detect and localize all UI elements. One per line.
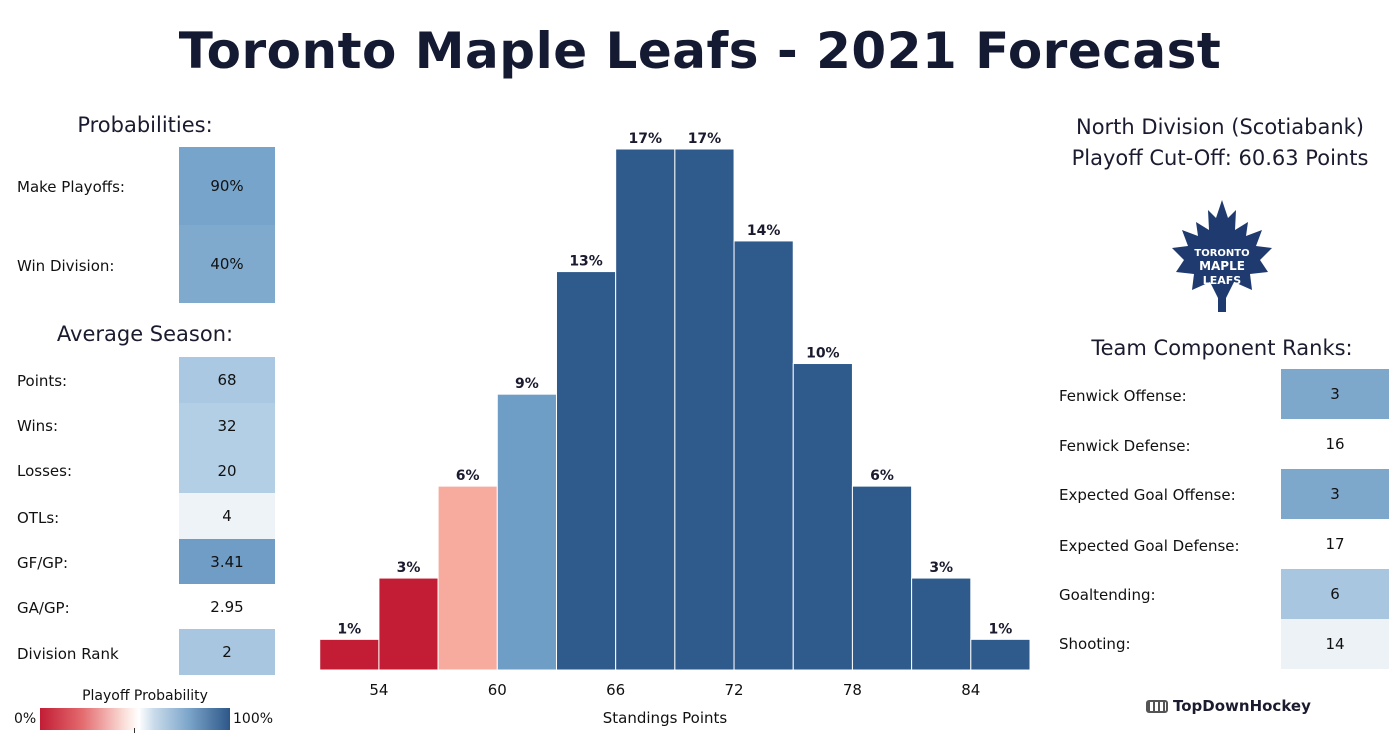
division-info: North Division (Scotiabank) Playoff Cut-…	[1045, 112, 1395, 174]
histogram-bar	[378, 577, 439, 671]
make-playoffs-label: Make Playoffs:	[17, 178, 125, 196]
histogram-bar	[792, 363, 853, 671]
wins-label: Wins:	[17, 417, 59, 435]
histogram-bar	[851, 485, 913, 671]
x-tick-label: 60	[488, 681, 507, 699]
bar-value-label: 1%	[989, 621, 1013, 637]
histogram-bar	[319, 638, 380, 671]
bar-value-label: 6%	[456, 468, 480, 484]
xg-defense-label: Expected Goal Defense:	[1059, 537, 1240, 555]
gf-gp-label: GF/GP:	[17, 554, 69, 572]
fenwick-offense-value: 3	[1281, 369, 1389, 419]
shooting-label: Shooting:	[1059, 635, 1131, 653]
average-season-heading: Average Season:	[56, 322, 234, 346]
division-name: North Division (Scotiabank)	[1075, 115, 1364, 139]
gf-gp-value: 3.41	[179, 539, 275, 584]
logo-text-toronto: TORONTO	[1194, 248, 1249, 259]
goaltending-value: 6	[1281, 569, 1389, 619]
xg-offense-value: 3	[1281, 469, 1389, 519]
histogram-bar	[496, 393, 557, 671]
ga-gp-label: GA/GP:	[17, 599, 70, 617]
ga-gp-value: 2.95	[179, 584, 275, 629]
points-label: Points:	[17, 372, 68, 390]
win-division-label: Win Division:	[17, 257, 115, 275]
bar-value-label: 3%	[397, 560, 421, 576]
x-tick-label: 54	[369, 681, 388, 699]
losses-label: Losses:	[17, 462, 72, 480]
bar-value-label: 17%	[688, 131, 722, 147]
page-title: Toronto Maple Leafs - 2021 Forecast	[178, 22, 1222, 80]
bar-value-label: 17%	[629, 131, 663, 147]
x-tick-label: 66	[606, 681, 625, 699]
histogram-bar	[733, 240, 794, 671]
bar-value-label: 10%	[806, 346, 840, 362]
probabilities-heading: Probabilities:	[77, 113, 213, 137]
division-rank-value: 2	[179, 629, 275, 675]
histogram-bar	[555, 271, 617, 671]
x-tick-label: 84	[961, 681, 980, 699]
brand: TopDownHockey	[1146, 697, 1311, 715]
histogram-bar	[615, 148, 676, 671]
otls-value: 4	[179, 493, 275, 539]
xg-offense-label: Expected Goal Offense:	[1059, 486, 1236, 504]
legend-midpoint-tick	[134, 728, 135, 733]
make-playoffs-value: 90%	[179, 147, 275, 225]
xg-defense-value: 17	[1281, 519, 1389, 569]
x-axis-label: Standings Points	[603, 709, 728, 727]
histogram-bar	[911, 577, 972, 671]
otls-label: OTLs:	[17, 509, 60, 527]
fenwick-defense-value: 16	[1281, 419, 1389, 469]
maple-leaf-icon: TORONTO MAPLE LEAFS	[1172, 200, 1272, 312]
team-ranks-heading: Team Component Ranks:	[1091, 336, 1353, 360]
brand-name: TopDownHockey	[1173, 697, 1311, 715]
legend-max-label: 100%	[233, 711, 274, 727]
histogram-bar	[437, 485, 498, 671]
bar-value-label: 13%	[569, 254, 603, 270]
division-rank-label: Division Rank	[17, 645, 119, 663]
goaltending-label: Goaltending:	[1059, 586, 1156, 604]
logo-text-maple: MAPLE	[1199, 259, 1245, 273]
playoff-cutoff: Playoff Cut-Off: 60.63 Points	[1071, 146, 1369, 170]
fenwick-defense-label: Fenwick Defense:	[1059, 437, 1191, 455]
bar-value-label: 1%	[337, 621, 361, 637]
logo-text-leafs: LEAFS	[1203, 274, 1242, 287]
legend-title: Playoff Probability	[82, 688, 208, 704]
shooting-value: 14	[1281, 619, 1389, 669]
bar-value-label: 3%	[929, 560, 953, 576]
bar-value-label: 14%	[747, 223, 781, 239]
x-tick-label: 72	[725, 681, 744, 699]
hockey-net-icon	[1146, 699, 1168, 713]
bar-value-label: 9%	[515, 376, 539, 392]
legend-min-label: 0%	[14, 711, 37, 727]
standings-points-histogram: 1% 3% 6% 9% 13% 17% 17% 14% 10% 6% 3% 1% 54 60 66 72 78 8…	[319, 131, 1030, 727]
bar-value-label: 6%	[870, 468, 894, 484]
wins-value: 32	[179, 403, 275, 448]
fenwick-offense-label: Fenwick Offense:	[1059, 387, 1187, 405]
histogram-bar	[970, 638, 1030, 671]
legend-color-scale	[40, 708, 230, 730]
x-tick-label: 78	[843, 681, 862, 699]
losses-value: 20	[179, 448, 275, 493]
points-value: 68	[179, 357, 275, 403]
histogram-bar	[674, 148, 735, 671]
win-division-value: 40%	[179, 225, 275, 303]
